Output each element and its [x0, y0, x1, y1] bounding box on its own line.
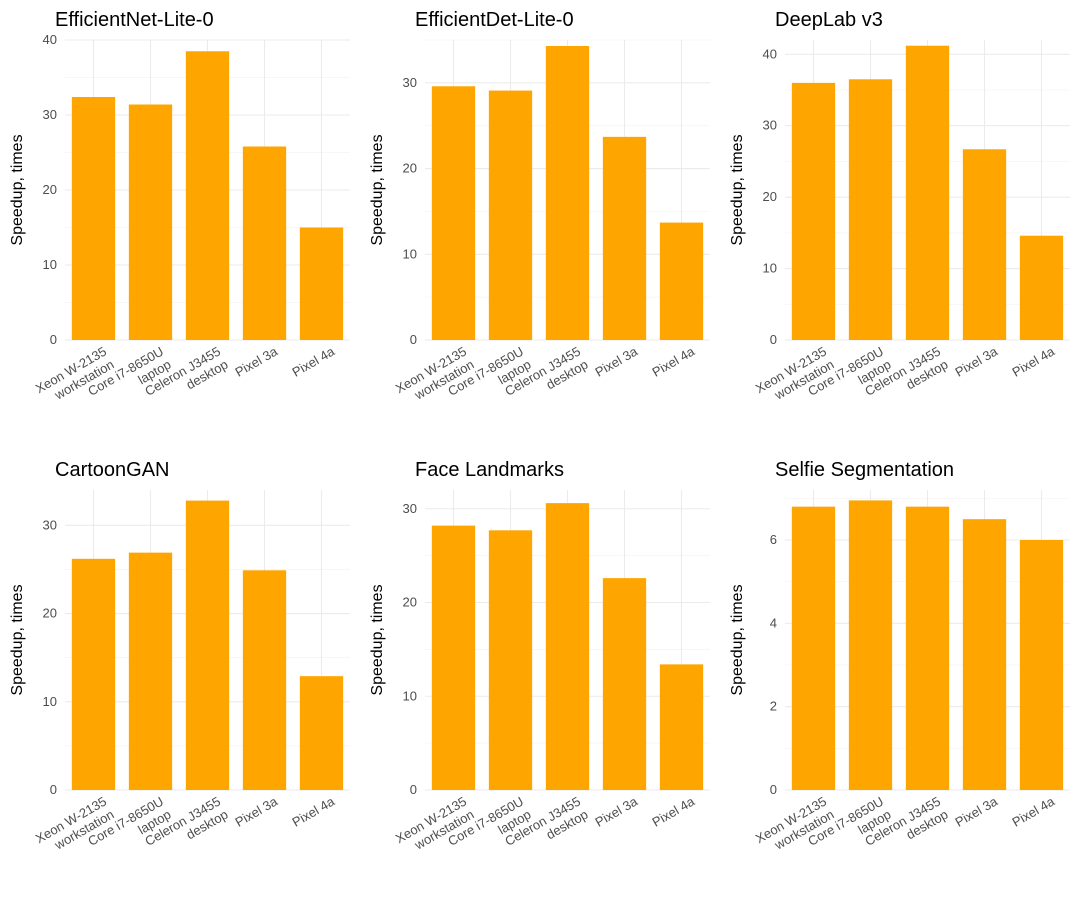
- y-tick-label: 10: [403, 688, 417, 703]
- y-tick-label: 0: [770, 782, 777, 797]
- x-tick-label: Pixel 3a: [952, 343, 1000, 379]
- y-tick-label: 30: [763, 118, 777, 133]
- bar-efficientnet-2: [128, 104, 173, 340]
- x-tick-label: Pixel 3a: [952, 793, 1000, 829]
- y-tick-label: 20: [43, 606, 57, 621]
- bar-cartoongan-4: [242, 570, 287, 790]
- chart-title: DeepLab v3: [775, 9, 883, 31]
- bar-selfie-segmentation-2: [848, 500, 893, 790]
- x-tick-label: Pixel 3a: [592, 343, 640, 379]
- bar-efficientdet-5: [659, 222, 704, 340]
- x-tick-label: Pixel 4a: [1009, 793, 1057, 829]
- y-tick-label: 20: [403, 595, 417, 610]
- y-tick-label: 0: [410, 782, 417, 797]
- bar-deeplab-1: [791, 82, 836, 340]
- y-tick-label: 2: [770, 699, 777, 714]
- y-tick-label: 20: [43, 182, 57, 197]
- bar-selfie-segmentation-4: [962, 519, 1007, 790]
- bar-efficientdet-4: [602, 136, 647, 340]
- y-tick-label: 0: [50, 332, 57, 347]
- x-tick-label: Pixel 4a: [1009, 343, 1057, 379]
- bar-efficientnet-1: [71, 97, 116, 340]
- bar-efficientdet-1: [431, 86, 476, 341]
- x-tick-label: Pixel 4a: [649, 343, 697, 379]
- chart-title: Face Landmarks: [415, 459, 564, 481]
- x-tick-label: Pixel 3a: [232, 343, 280, 379]
- y-tick-label: 30: [43, 517, 57, 532]
- bar-deeplab-3: [905, 45, 950, 340]
- x-tick-label: Pixel 4a: [289, 793, 337, 829]
- bar-face-landmarks-2: [488, 530, 533, 790]
- y-tick-label: 20: [763, 189, 777, 204]
- bar-deeplab-4: [962, 149, 1007, 340]
- y-tick-label: 0: [770, 332, 777, 347]
- bar-face-landmarks-5: [659, 664, 704, 790]
- y-tick-label: 40: [43, 32, 57, 47]
- bar-cartoongan-1: [71, 558, 116, 790]
- bar-cartoongan-3: [185, 500, 230, 790]
- x-tick-label: Pixel 4a: [289, 343, 337, 379]
- y-tick-label: 10: [403, 246, 417, 261]
- bar-efficientnet-5: [299, 227, 344, 340]
- y-axis-label: Speedup, times: [729, 134, 746, 245]
- bar-efficientnet-3: [185, 51, 230, 340]
- y-tick-label: 4: [770, 615, 777, 630]
- chart-title: EfficientDet-Lite-0: [415, 9, 574, 31]
- bar-efficientdet-2: [488, 90, 533, 340]
- y-tick-label: 0: [50, 782, 57, 797]
- y-axis-label: Speedup, times: [729, 584, 746, 695]
- y-axis-label: Speedup, times: [9, 584, 26, 695]
- bar-deeplab-2: [848, 79, 893, 341]
- bar-cartoongan-2: [128, 552, 173, 790]
- chart-title: EfficientNet-Lite-0: [55, 9, 214, 31]
- bar-face-landmarks-3: [545, 503, 590, 790]
- y-tick-label: 6: [770, 532, 777, 547]
- x-tick-label: Pixel 4a: [649, 793, 697, 829]
- bar-deeplab-5: [1019, 235, 1064, 340]
- y-axis-label: Speedup, times: [369, 134, 386, 245]
- bar-selfie-segmentation-1: [791, 506, 836, 790]
- y-tick-label: 40: [763, 46, 777, 61]
- y-tick-label: 10: [43, 694, 57, 709]
- y-axis-label: Speedup, times: [9, 134, 26, 245]
- chart-title: Selfie Segmentation: [775, 459, 954, 481]
- y-tick-label: 0: [410, 332, 417, 347]
- bar-selfie-segmentation-5: [1019, 540, 1064, 790]
- y-tick-label: 30: [403, 75, 417, 90]
- bar-cartoongan-5: [299, 676, 344, 790]
- bar-face-landmarks-1: [431, 525, 476, 790]
- y-tick-label: 10: [763, 261, 777, 276]
- y-tick-label: 30: [403, 501, 417, 516]
- bar-efficientnet-4: [242, 146, 287, 340]
- bar-face-landmarks-4: [602, 578, 647, 790]
- y-tick-label: 30: [43, 107, 57, 122]
- x-tick-label: Pixel 3a: [592, 793, 640, 829]
- bar-selfie-segmentation-3: [905, 506, 950, 790]
- x-tick-label: Pixel 3a: [232, 793, 280, 829]
- y-tick-label: 10: [43, 257, 57, 272]
- bar-efficientdet-3: [545, 46, 590, 340]
- chart-title: CartoonGAN: [55, 459, 170, 481]
- y-axis-label: Speedup, times: [369, 584, 386, 695]
- y-tick-label: 20: [403, 161, 417, 176]
